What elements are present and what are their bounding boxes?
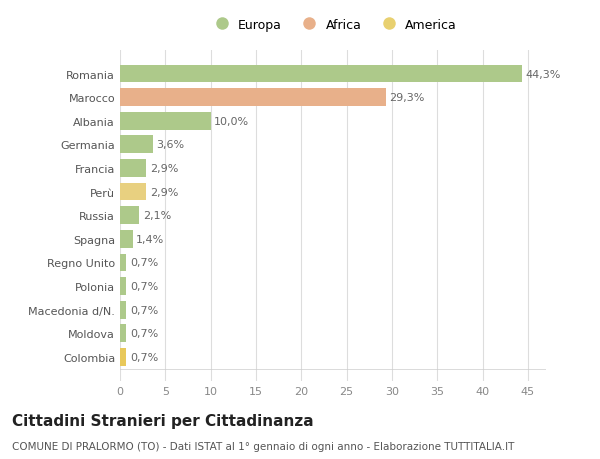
Legend: Europa, Africa, America: Europa, Africa, America xyxy=(204,14,462,37)
Bar xyxy=(120,112,211,130)
Text: 2,9%: 2,9% xyxy=(150,163,178,174)
Text: COMUNE DI PRALORMO (TO) - Dati ISTAT al 1° gennaio di ogni anno - Elaborazione T: COMUNE DI PRALORMO (TO) - Dati ISTAT al … xyxy=(12,441,514,451)
Text: 2,9%: 2,9% xyxy=(150,187,178,197)
Text: 10,0%: 10,0% xyxy=(214,117,250,127)
Bar xyxy=(120,160,146,178)
Bar xyxy=(120,254,127,272)
Text: 3,6%: 3,6% xyxy=(156,140,184,150)
Bar xyxy=(120,301,127,319)
Text: 0,7%: 0,7% xyxy=(130,258,158,268)
Bar xyxy=(120,89,386,107)
Bar xyxy=(120,183,146,201)
Bar xyxy=(120,278,127,295)
Bar xyxy=(120,325,127,342)
Text: 0,7%: 0,7% xyxy=(130,352,158,362)
Text: Cittadini Stranieri per Cittadinanza: Cittadini Stranieri per Cittadinanza xyxy=(12,413,314,428)
Text: 0,7%: 0,7% xyxy=(130,329,158,339)
Text: 0,7%: 0,7% xyxy=(130,281,158,291)
Bar xyxy=(120,207,139,224)
Text: 1,4%: 1,4% xyxy=(136,234,164,244)
Bar xyxy=(120,348,127,366)
Text: 2,1%: 2,1% xyxy=(143,211,171,221)
Text: 44,3%: 44,3% xyxy=(525,69,560,79)
Text: 29,3%: 29,3% xyxy=(389,93,425,103)
Bar xyxy=(120,230,133,248)
Bar xyxy=(120,66,521,83)
Text: 0,7%: 0,7% xyxy=(130,305,158,315)
Bar xyxy=(120,136,152,154)
